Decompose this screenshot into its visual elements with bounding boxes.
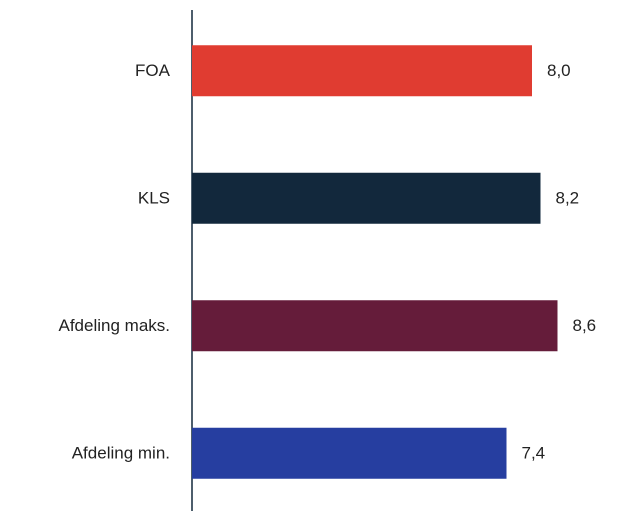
category-label: FOA xyxy=(135,61,171,80)
category-label: Afdeling min. xyxy=(72,444,170,463)
category-label: Afdeling maks. xyxy=(59,316,171,335)
value-label: 8,0 xyxy=(547,61,571,80)
value-label: 8,6 xyxy=(573,316,597,335)
bar xyxy=(192,427,507,479)
bar xyxy=(192,172,541,224)
category-label: KLS xyxy=(138,189,170,208)
bar xyxy=(192,45,532,97)
value-label: 8,2 xyxy=(556,189,580,208)
bar xyxy=(192,300,558,352)
value-label: 7,4 xyxy=(522,444,546,463)
